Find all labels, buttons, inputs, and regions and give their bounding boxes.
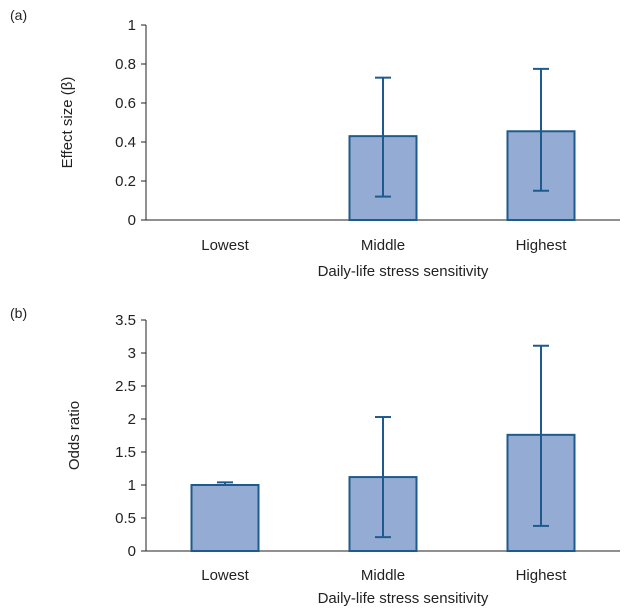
y-tick-label-a: 0.4	[115, 134, 136, 151]
y-tick-label-a: 0.2	[115, 173, 136, 190]
x-tick-label-b: Lowest	[201, 567, 249, 584]
y-axis-title-b: Odds ratio	[66, 401, 83, 470]
y-tick-label-b: 3	[128, 345, 136, 362]
x-tick-label-a: Highest	[516, 237, 568, 254]
y-tick-label-a: 0.6	[115, 95, 136, 112]
panel-b: (b) Odds ratio Daily-life stress sensiti…	[10, 305, 620, 607]
panel-label-a: (a)	[10, 7, 27, 23]
x-tick-label-a: Lowest	[201, 237, 249, 254]
panel-a: (a) Effect size (β) Daily-life stress se…	[10, 7, 620, 280]
x-axis-title-b: Daily-life stress sensitivity	[318, 590, 489, 607]
panel-label-b: (b)	[10, 305, 27, 321]
y-tick-label-b: 3.5	[115, 312, 136, 329]
y-tick-label-b: 0	[128, 543, 136, 560]
y-tick-label-a: 0	[128, 212, 136, 229]
x-axis-title-a: Daily-life stress sensitivity	[318, 263, 489, 280]
y-tick-label-a: 1	[128, 17, 136, 34]
y-tick-label-b: 2	[128, 411, 136, 428]
y-axis-title-a: Effect size (β)	[59, 77, 76, 169]
y-tick-label-b: 2.5	[115, 378, 136, 395]
x-tick-label-a: Middle	[361, 237, 405, 254]
bar-b-lowest	[190, 484, 260, 552]
y-tick-label-b: 1	[128, 477, 136, 494]
y-tick-label-b: 0.5	[115, 510, 136, 527]
x-tick-label-b: Middle	[361, 567, 405, 584]
x-tick-label-b: Highest	[516, 567, 568, 584]
y-tick-label-a: 0.8	[115, 56, 136, 73]
y-tick-label-b: 1.5	[115, 444, 136, 461]
